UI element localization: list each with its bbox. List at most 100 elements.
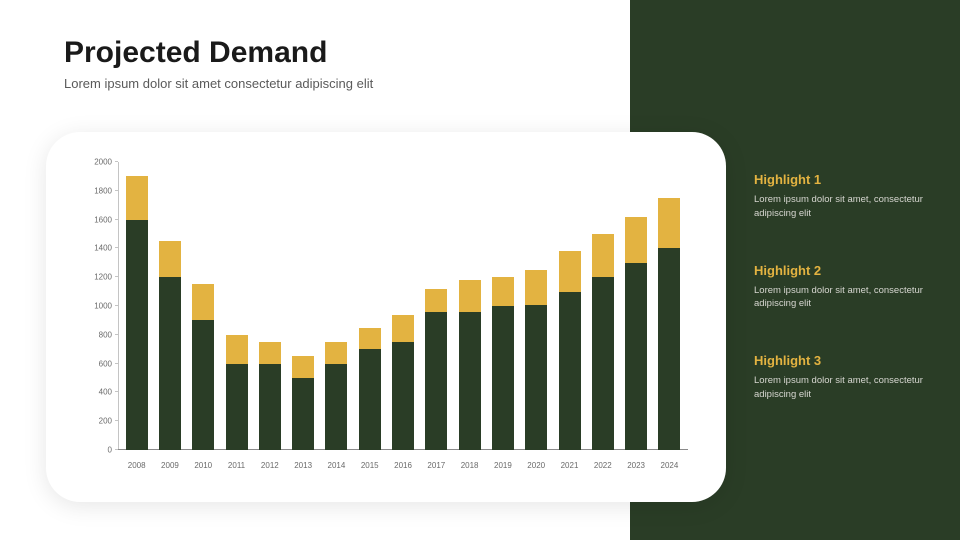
bar-segment-delta	[259, 342, 281, 364]
x-tick-label: 2022	[594, 461, 612, 470]
bar-slot: 2022	[586, 162, 619, 450]
y-tick-label: 600	[78, 359, 112, 368]
x-tick-label: 2011	[228, 461, 245, 470]
bar-segment-base	[492, 306, 514, 450]
x-tick-label: 2019	[494, 461, 512, 470]
highlights: Highlight 1 Lorem ipsum dolor sit amet, …	[754, 172, 930, 444]
bar-segment-base	[525, 305, 547, 450]
bar-stack	[325, 342, 347, 450]
x-tick-label: 2018	[461, 461, 479, 470]
bar-segment-delta	[425, 289, 447, 312]
y-tick-label: 1400	[78, 244, 112, 253]
y-tick-mark	[115, 449, 118, 450]
bar-segment-delta	[292, 356, 314, 378]
highlight-2-title: Highlight 2	[754, 263, 930, 278]
x-tick-label: 2012	[261, 461, 279, 470]
highlight-2: Highlight 2 Lorem ipsum dolor sit amet, …	[754, 263, 930, 312]
bar-segment-base	[192, 320, 214, 450]
y-tick-label: 1200	[78, 273, 112, 282]
x-tick-label: 2020	[527, 461, 545, 470]
page-subtitle: Lorem ipsum dolor sit amet consectetur a…	[64, 76, 624, 91]
x-tick-label: 2008	[128, 461, 146, 470]
bar-slot: 2015	[353, 162, 386, 450]
bar-segment-base	[592, 277, 614, 450]
bar-stack	[126, 176, 148, 450]
bar-segment-delta	[159, 241, 181, 277]
bar-slot: 2013	[286, 162, 319, 450]
bar-slot: 2021	[553, 162, 586, 450]
bar-stack	[192, 284, 214, 450]
y-tick-mark	[115, 391, 118, 392]
bar-stack	[658, 198, 680, 450]
bar-segment-delta	[559, 251, 581, 291]
y-tick-label: 800	[78, 330, 112, 339]
x-tick-label: 2009	[161, 461, 179, 470]
x-tick-label: 2013	[294, 461, 312, 470]
bar-segment-base	[126, 220, 148, 450]
bar-stack	[625, 217, 647, 450]
bar-segment-delta	[658, 198, 680, 248]
bar-segment-delta	[459, 280, 481, 312]
bar-segment-base	[226, 364, 248, 450]
y-tick-mark	[115, 420, 118, 421]
x-tick-label: 2023	[627, 461, 645, 470]
y-tick-mark	[115, 190, 118, 191]
bar-segment-base	[259, 364, 281, 450]
bar-segment-delta	[492, 277, 514, 306]
bar-stack	[559, 251, 581, 450]
y-tick-mark	[115, 276, 118, 277]
bar-slot: 2008	[120, 162, 153, 450]
bar-segment-delta	[325, 342, 347, 364]
bar-slot: 2023	[619, 162, 652, 450]
highlight-3-title: Highlight 3	[754, 353, 930, 368]
bar-segment-base	[425, 312, 447, 450]
bar-segment-base	[559, 292, 581, 450]
y-tick-label: 1800	[78, 186, 112, 195]
chart-area: 2008200920102011201220132014201520162017…	[76, 158, 696, 478]
bar-stack	[392, 315, 414, 450]
bar-stack	[226, 335, 248, 450]
highlight-1-body: Lorem ipsum dolor sit amet, consectetur …	[754, 193, 930, 221]
bar-segment-base	[325, 364, 347, 450]
highlight-1: Highlight 1 Lorem ipsum dolor sit amet, …	[754, 172, 930, 221]
bar-stack	[359, 328, 381, 450]
bar-slot: 2019	[486, 162, 519, 450]
y-tick-label: 1000	[78, 302, 112, 311]
bar-slot: 2016	[386, 162, 419, 450]
chart-bars: 2008200920102011201220132014201520162017…	[118, 162, 688, 450]
bar-stack	[425, 289, 447, 450]
x-tick-label: 2024	[660, 461, 678, 470]
bar-stack	[259, 342, 281, 450]
bar-segment-base	[292, 378, 314, 450]
y-tick-label: 1600	[78, 215, 112, 224]
bar-stack	[525, 270, 547, 450]
bar-segment-base	[658, 248, 680, 450]
x-tick-label: 2014	[328, 461, 346, 470]
chart-plot: 2008200920102011201220132014201520162017…	[118, 162, 688, 450]
bar-slot: 2012	[253, 162, 286, 450]
bar-slot: 2014	[320, 162, 353, 450]
y-tick-label: 0	[78, 446, 112, 455]
bar-stack	[492, 277, 514, 450]
bar-segment-base	[159, 277, 181, 450]
bar-segment-base	[625, 263, 647, 450]
x-tick-label: 2016	[394, 461, 412, 470]
bar-segment-delta	[625, 217, 647, 263]
bar-stack	[159, 241, 181, 450]
y-tick-mark	[115, 247, 118, 248]
highlight-1-title: Highlight 1	[754, 172, 930, 187]
page-title: Projected Demand	[64, 36, 624, 70]
highlight-3: Highlight 3 Lorem ipsum dolor sit amet, …	[754, 353, 930, 402]
bar-segment-delta	[359, 328, 381, 350]
bar-slot: 2017	[420, 162, 453, 450]
x-tick-label: 2015	[361, 461, 379, 470]
bar-stack	[292, 356, 314, 450]
x-tick-label: 2017	[427, 461, 445, 470]
y-tick-mark	[115, 219, 118, 220]
highlight-2-body: Lorem ipsum dolor sit amet, consectetur …	[754, 284, 930, 312]
bar-segment-base	[392, 342, 414, 450]
y-tick-label: 2000	[78, 158, 112, 167]
bar-segment-delta	[192, 284, 214, 320]
bar-segment-delta	[525, 270, 547, 305]
title-block: Projected Demand Lorem ipsum dolor sit a…	[64, 36, 624, 91]
